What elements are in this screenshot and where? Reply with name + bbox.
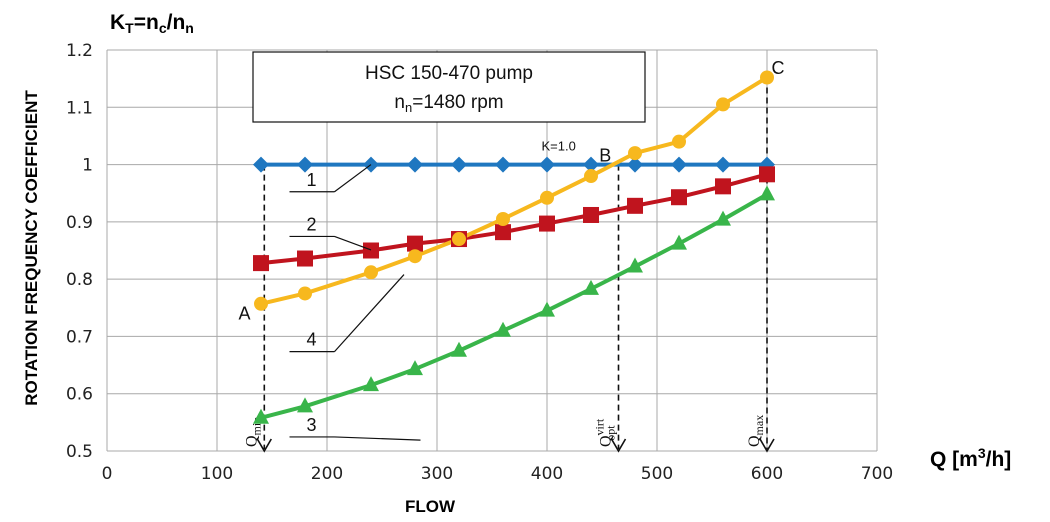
marker-series-3: [363, 376, 379, 392]
marker-series-2: [627, 197, 643, 214]
marker-series-4: [584, 169, 598, 184]
x-tick-label: 200: [311, 464, 343, 484]
reference-label: Qmax: [746, 415, 766, 447]
title-line1: HSC 150-470 pump: [365, 63, 533, 84]
reference-label: Qvirtopt: [593, 418, 618, 447]
curve-label: 2: [306, 214, 316, 234]
y-tick-label: 0.8: [66, 270, 93, 290]
marker-series-4: [672, 134, 686, 149]
marker-series-4: [628, 146, 642, 161]
k-ref-label: K=1.0: [542, 138, 576, 153]
marker-series-4: [408, 249, 422, 264]
point-label: C: [772, 58, 785, 78]
marker-series-4: [254, 296, 268, 311]
marker-series-2: [715, 178, 731, 195]
y-tick-label: 1: [82, 156, 93, 176]
marker-series-3: [297, 397, 313, 413]
x-tick-label: 500: [641, 464, 673, 484]
marker-series-2: [253, 255, 269, 272]
x-tick-label: 600: [751, 464, 783, 484]
arrow-head: [759, 438, 775, 453]
y-tick-label: 0.5: [66, 442, 93, 462]
x-tick-label: 100: [201, 464, 233, 484]
marker-series-2: [495, 224, 511, 241]
marker-series-2: [671, 189, 687, 206]
marker-series-1: [583, 156, 599, 173]
marker-series-2: [297, 250, 313, 267]
marker-series-3: [583, 279, 599, 295]
marker-series-1: [253, 156, 269, 173]
y-axis-symbol: KT=nc/nn: [110, 11, 194, 36]
series-line-4: [260, 75, 769, 306]
curve-label: 1: [306, 170, 316, 190]
y-tick-label: 1.1: [66, 98, 93, 118]
curve-label-leader: [334, 274, 405, 352]
marker-series-2: [583, 206, 599, 223]
marker-series-1: [671, 156, 687, 173]
marker-series-4: [364, 265, 378, 280]
series-lines: [260, 75, 769, 420]
marker-series-4: [496, 211, 510, 226]
marker-series-4: [298, 286, 312, 301]
y-tick-label: 1.2: [66, 41, 93, 61]
marker-series-4: [540, 190, 554, 205]
x-tick-label: 300: [421, 464, 453, 484]
x-tick-label: 0: [102, 464, 113, 484]
y-tick-label: 0.9: [66, 213, 93, 233]
title-line2: nn=1480 rpm: [394, 92, 503, 115]
marker-series-3: [671, 234, 687, 250]
marker-series-2: [759, 166, 775, 183]
series-line-3: [260, 192, 768, 420]
marker-series-4: [716, 97, 730, 112]
marker-series-3: [715, 210, 731, 226]
x-tick-label: 400: [531, 464, 563, 484]
curve-label-leader: [334, 235, 372, 251]
title-box: HSC 150-470 pump nn=1480 rpm: [252, 51, 646, 123]
marker-series-3: [627, 257, 643, 273]
marker-series-1: [451, 156, 467, 173]
marker-series-1: [715, 156, 731, 173]
curve-label: 4: [306, 330, 316, 350]
marker-series-1: [407, 156, 423, 173]
marker-series-1: [297, 156, 313, 173]
y-tick-label: 0.7: [66, 327, 93, 347]
marker-series-2: [363, 242, 379, 259]
marker-series-3: [495, 321, 511, 337]
x-tick-label: 700: [861, 464, 893, 484]
marker-series-1: [539, 156, 555, 173]
curve-label-leader: [334, 436, 421, 441]
marker-series-2: [407, 235, 423, 252]
curve-label-leader: [334, 164, 372, 193]
marker-series-1: [627, 156, 643, 173]
tick-labels: 0 100 200 300 400 500 600 700 0.5 0.6 0.7 0.8 0.9 1 1.…: [66, 41, 893, 484]
point-label: A: [238, 303, 250, 323]
point-label: B: [599, 145, 611, 165]
series-line-2: [260, 172, 768, 266]
marker-series-3: [759, 185, 775, 201]
x-axis-label: FLOW: [405, 497, 456, 516]
marker-series-1: [495, 156, 511, 173]
marker-series-3: [539, 301, 555, 317]
y-axis-label: ROTATION FREQUENCY COEFFICIENT: [22, 90, 41, 406]
marker-series-2: [539, 215, 555, 232]
series-markers: [253, 70, 775, 424]
marker-series-4: [452, 232, 466, 247]
curve-label: 3: [306, 415, 316, 435]
marker-series-3: [451, 341, 467, 357]
y-tick-label: 0.6: [66, 385, 93, 405]
x-axis-unit: Q [m3/h]: [930, 445, 1011, 471]
marker-series-4: [760, 70, 774, 85]
marker-series-3: [407, 360, 423, 376]
arrow-head: [610, 438, 627, 453]
arrow-head: [256, 438, 272, 453]
marker-series-3: [253, 408, 269, 424]
annotations: 1 2 4 3 A B C K=1.0: [238, 58, 785, 441]
